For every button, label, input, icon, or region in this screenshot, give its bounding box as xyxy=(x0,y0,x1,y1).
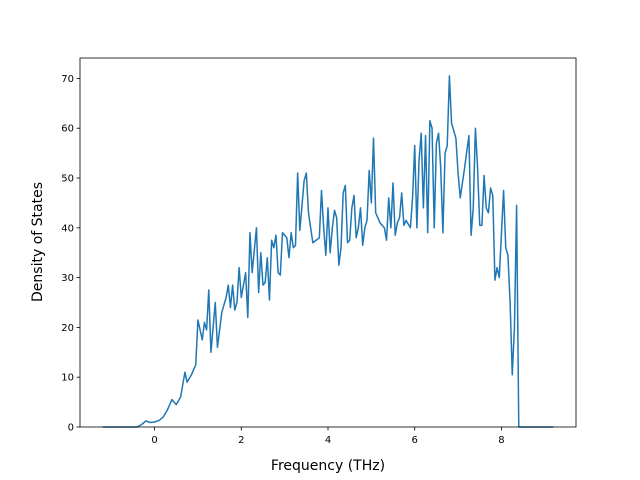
y-tick-label: 10 xyxy=(61,373,74,384)
y-tick-label: 0 xyxy=(68,423,74,434)
x-tick-label: 4 xyxy=(325,435,331,446)
data-line xyxy=(102,75,554,428)
y-tick-label: 60 xyxy=(61,124,74,135)
x-axis-label: Frequency (THz) xyxy=(271,458,385,474)
x-tick-label: 8 xyxy=(498,435,504,446)
x-tick-label: 6 xyxy=(412,435,418,446)
plot-frame xyxy=(79,57,577,428)
y-tick-label: 40 xyxy=(61,223,74,234)
y-tick-label: 50 xyxy=(61,174,74,185)
y-axis-label: Density of States xyxy=(30,182,46,302)
x-tick-label: 2 xyxy=(238,435,244,446)
x-tick-label: 0 xyxy=(151,435,157,446)
y-tick-label: 20 xyxy=(61,323,74,334)
y-tick-label: 70 xyxy=(61,74,74,85)
y-tick-label: 30 xyxy=(61,273,74,284)
